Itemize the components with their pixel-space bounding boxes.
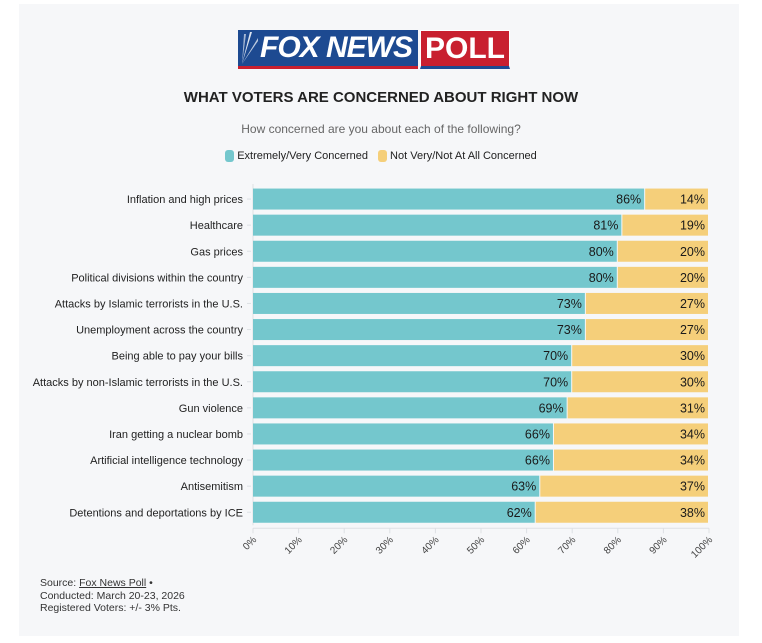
category-label: Gas prices bbox=[190, 246, 243, 258]
bar-not-concerned bbox=[645, 188, 708, 210]
fox-news-poll-logo: FOX NEWS POLL bbox=[238, 30, 511, 70]
chart-subtitle: How concerned are you about each of the … bbox=[241, 122, 521, 136]
category-label: Attacks by non-Islamic terrorists in the… bbox=[33, 377, 243, 389]
data-label-not-concerned: 19% bbox=[680, 219, 705, 233]
data-label-not-concerned: 31% bbox=[680, 401, 705, 415]
searchlight-icon bbox=[242, 32, 258, 64]
category-label: Detentions and deportations by ICE bbox=[69, 507, 243, 519]
category-label: Being able to pay your bills bbox=[112, 351, 244, 363]
legend-item-not-concerned[interactable]: Not Very/Not At All Concerned bbox=[378, 150, 537, 162]
data-label-not-concerned: 30% bbox=[680, 349, 705, 363]
x-tick-label: 0% bbox=[241, 535, 259, 553]
bar-concerned bbox=[253, 292, 585, 314]
category-label: Attacks by Islamic terrorists in the U.S… bbox=[55, 298, 243, 310]
category-label: Artificial intelligence technology bbox=[90, 455, 243, 467]
bar-not-concerned bbox=[617, 240, 708, 262]
bar-not-concerned bbox=[585, 292, 708, 314]
logo-poll: POLL bbox=[420, 30, 511, 69]
bar-not-concerned bbox=[572, 345, 708, 367]
margin-of-error: Registered Voters: +/- 3% Pts. bbox=[40, 602, 181, 614]
data-label-not-concerned: 34% bbox=[680, 427, 705, 441]
data-label-concerned: 80% bbox=[589, 271, 614, 285]
logo-fox-news: FOX NEWS bbox=[238, 30, 419, 69]
legend-swatch-concerned bbox=[225, 150, 235, 162]
legend-swatch-not-concerned bbox=[378, 150, 388, 162]
bar-concerned bbox=[253, 345, 572, 367]
category-label: Gun violence bbox=[179, 403, 243, 415]
data-label-not-concerned: 27% bbox=[680, 297, 705, 311]
data-label-concerned: 66% bbox=[525, 427, 550, 441]
data-label-not-concerned: 34% bbox=[680, 454, 705, 468]
x-tick-label: 90% bbox=[648, 535, 670, 557]
bar-not-concerned bbox=[540, 475, 708, 497]
data-label-concerned: 63% bbox=[511, 480, 536, 494]
x-tick-label: 100% bbox=[689, 535, 715, 561]
data-label-not-concerned: 20% bbox=[680, 245, 705, 259]
bar-not-concerned bbox=[553, 449, 708, 471]
source-link[interactable]: Fox News Poll bbox=[79, 577, 147, 589]
x-tick-label: 10% bbox=[283, 535, 305, 557]
bar-not-concerned bbox=[617, 266, 708, 288]
data-label-concerned: 73% bbox=[557, 323, 582, 337]
x-tick-label: 20% bbox=[328, 535, 350, 557]
source-bullet: • bbox=[146, 577, 153, 589]
bar-not-concerned bbox=[553, 423, 708, 445]
data-label-not-concerned: 37% bbox=[680, 480, 705, 494]
bar-not-concerned bbox=[622, 214, 708, 236]
bar-not-concerned bbox=[572, 371, 708, 393]
category-label: Iran getting a nuclear bomb bbox=[109, 429, 243, 441]
data-label-concerned: 69% bbox=[539, 401, 564, 415]
x-tick-label: 60% bbox=[511, 535, 533, 557]
bar-concerned bbox=[253, 188, 645, 210]
logo-text-fox-news: FOX NEWS bbox=[260, 31, 413, 64]
x-tick-label: 50% bbox=[465, 535, 487, 557]
chart-legend: Extremely/Very Concerned Not Very/Not At… bbox=[0, 150, 762, 162]
data-label-not-concerned: 27% bbox=[680, 323, 705, 337]
bar-not-concerned bbox=[585, 319, 708, 341]
legend-item-concerned[interactable]: Extremely/Very Concerned bbox=[225, 150, 368, 162]
category-label: Healthcare bbox=[190, 220, 243, 232]
data-label-concerned: 62% bbox=[507, 506, 532, 520]
category-label: Antisemitism bbox=[181, 481, 243, 493]
bar-concerned bbox=[253, 397, 567, 419]
legend-label-concerned: Extremely/Very Concerned bbox=[237, 150, 369, 162]
data-label-not-concerned: 38% bbox=[680, 506, 705, 520]
data-label-concerned: 66% bbox=[525, 454, 550, 468]
data-label-concerned: 70% bbox=[543, 349, 568, 363]
data-label-not-concerned: 30% bbox=[680, 375, 705, 389]
bar-concerned bbox=[253, 371, 572, 393]
bar-not-concerned bbox=[535, 501, 708, 523]
data-label-not-concerned: 20% bbox=[680, 271, 705, 285]
chart-title: WHAT VOTERS ARE CONCERNED ABOUT RIGHT NO… bbox=[183, 89, 579, 106]
x-tick-label: 80% bbox=[602, 535, 624, 557]
data-label-concerned: 80% bbox=[589, 245, 614, 259]
x-tick-label: 40% bbox=[420, 535, 442, 557]
bar-concerned bbox=[253, 475, 540, 497]
data-label-concerned: 86% bbox=[616, 193, 641, 207]
bar-concerned bbox=[253, 240, 617, 262]
legend-label-not-concerned: Not Very/Not At All Concerned bbox=[390, 150, 537, 162]
bar-concerned bbox=[253, 266, 617, 288]
category-label: Unemployment across the country bbox=[76, 325, 243, 337]
bar-concerned bbox=[253, 449, 553, 471]
data-label-concerned: 70% bbox=[543, 375, 568, 389]
source-label: Source: bbox=[40, 577, 80, 589]
bar-concerned bbox=[253, 423, 553, 445]
category-label: Inflation and high prices bbox=[127, 194, 244, 206]
data-label-concerned: 81% bbox=[593, 219, 618, 233]
bar-not-concerned bbox=[567, 397, 708, 419]
conducted-date: Conducted: March 20-23, 2026 bbox=[40, 589, 185, 602]
source-note: Source: Fox News Poll • Conducted: March… bbox=[40, 577, 185, 615]
data-label-concerned: 73% bbox=[557, 297, 582, 311]
x-tick-label: 70% bbox=[556, 535, 578, 557]
data-label-not-concerned: 14% bbox=[680, 193, 705, 207]
x-tick-label: 30% bbox=[374, 535, 396, 557]
category-label: Political divisions within the country bbox=[71, 272, 243, 284]
bar-concerned bbox=[253, 319, 585, 341]
bar-concerned bbox=[253, 214, 622, 236]
bar-concerned bbox=[253, 501, 535, 523]
